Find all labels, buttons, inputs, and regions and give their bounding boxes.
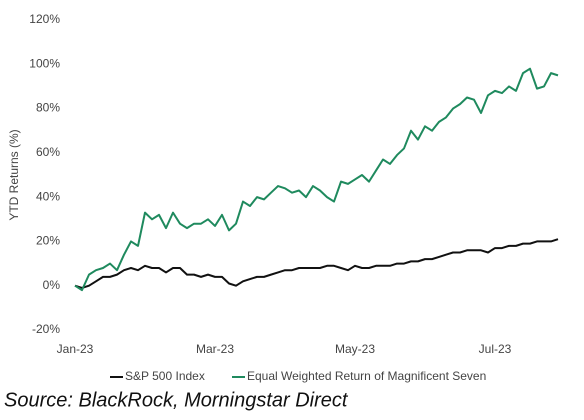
y-axis-label: YTD Returns (%) — [7, 129, 21, 220]
y-tick-label: -20% — [32, 322, 60, 336]
y-tick-label: 100% — [29, 56, 60, 70]
series-line — [74, 238, 559, 289]
y-tick-label: 20% — [36, 234, 60, 248]
y-tick-label: 80% — [36, 101, 60, 115]
y-tick-label: 120% — [29, 12, 60, 26]
y-tick-label: 40% — [36, 189, 60, 203]
series-line — [74, 67, 559, 292]
legend-label: S&P 500 Index — [125, 369, 205, 383]
x-tick-label: Jul-23 — [479, 342, 512, 356]
x-tick-label: Jan-23 — [57, 342, 94, 356]
source: Source: BlackRock, Morningstar Direct — [4, 389, 349, 411]
x-tick-label: Mar-23 — [196, 342, 234, 356]
legend-label: Equal Weighted Return of Magnificent Sev… — [247, 369, 486, 383]
y-tick-label: 0% — [43, 278, 61, 292]
x-tick-label: May-23 — [335, 342, 375, 356]
y-tick-label: 60% — [36, 145, 60, 159]
